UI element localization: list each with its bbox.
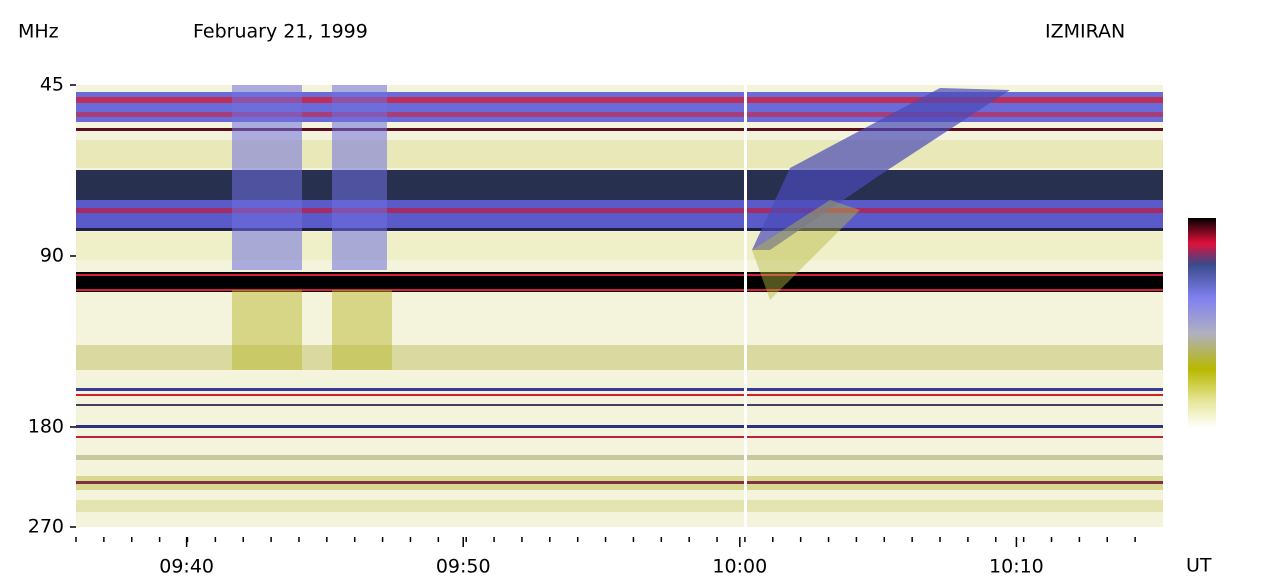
x-tick-label: 10:00 <box>712 556 767 578</box>
source-label: IZMIRAN <box>1045 21 1125 43</box>
y-tick-label: 270 <box>28 516 64 538</box>
spectrogram-image <box>76 85 1163 527</box>
x-axis-label: UT <box>1186 555 1212 577</box>
y-tick-label: 45 <box>40 74 64 96</box>
y-tick-label: 90 <box>40 244 64 266</box>
y-axis-label: MHz <box>18 21 59 43</box>
color-bar <box>1188 218 1216 428</box>
chart-title: February 21, 1999 <box>193 21 368 43</box>
x-tick-label: 09:50 <box>436 556 491 578</box>
x-tick-label: 10:10 <box>989 556 1044 578</box>
x-tick-label: 09:40 <box>159 556 214 578</box>
y-tick-label: 180 <box>28 415 64 437</box>
